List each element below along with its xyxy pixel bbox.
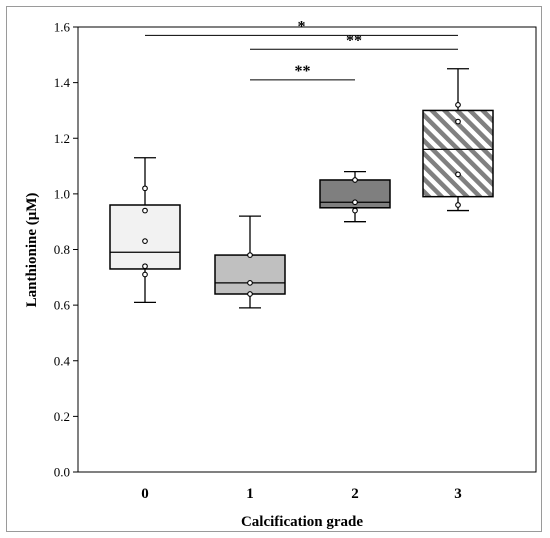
data-point xyxy=(352,207,358,214)
box xyxy=(422,109,494,198)
data-point xyxy=(142,185,148,192)
y-tick-label: 0.4 xyxy=(54,353,71,368)
x-axis-title: Calcification grade xyxy=(241,514,363,530)
data-point xyxy=(455,118,461,125)
data-point xyxy=(247,280,253,286)
y-tick-label: 0.2 xyxy=(54,409,70,424)
box-group-1 xyxy=(214,215,286,309)
data-point xyxy=(247,252,253,258)
x-tick-label: 0 xyxy=(141,486,149,502)
data-point xyxy=(352,177,358,183)
y-axis-title: Lanthionine (μM) xyxy=(24,193,40,308)
plot-area: 0.00.20.40.60.81.01.21.41.60 1 2 3***** xyxy=(54,18,537,502)
significance-label: * xyxy=(298,18,306,35)
y-tick-label: 1.4 xyxy=(54,75,71,90)
y-tick-label: 1.2 xyxy=(54,131,70,146)
data-point xyxy=(142,263,148,270)
x-tick-label: 2 xyxy=(351,486,359,502)
y-tick-label: 0.6 xyxy=(54,298,71,313)
y-tick-label: 1.0 xyxy=(54,186,70,201)
data-point xyxy=(352,199,358,206)
significance-label: ** xyxy=(295,63,311,80)
x-tick-label: 3 xyxy=(454,486,462,502)
data-point xyxy=(247,291,253,297)
significance-label: ** xyxy=(346,32,362,49)
data-point xyxy=(142,271,148,278)
box xyxy=(109,204,181,270)
box-group-3 xyxy=(422,68,494,212)
data-point xyxy=(455,202,461,208)
data-point xyxy=(455,102,461,108)
y-tick-label: 0.0 xyxy=(54,465,70,480)
y-tick-label: 1.6 xyxy=(54,20,71,35)
x-tick-label: 1 xyxy=(246,486,254,502)
data-point xyxy=(455,171,461,178)
box-group-0 xyxy=(109,157,181,303)
figure-frame xyxy=(6,6,542,532)
y-tick-label: 0.8 xyxy=(54,242,70,257)
data-point xyxy=(142,207,148,214)
box xyxy=(214,254,286,295)
data-point xyxy=(142,238,148,245)
box-group-2 xyxy=(319,170,391,223)
